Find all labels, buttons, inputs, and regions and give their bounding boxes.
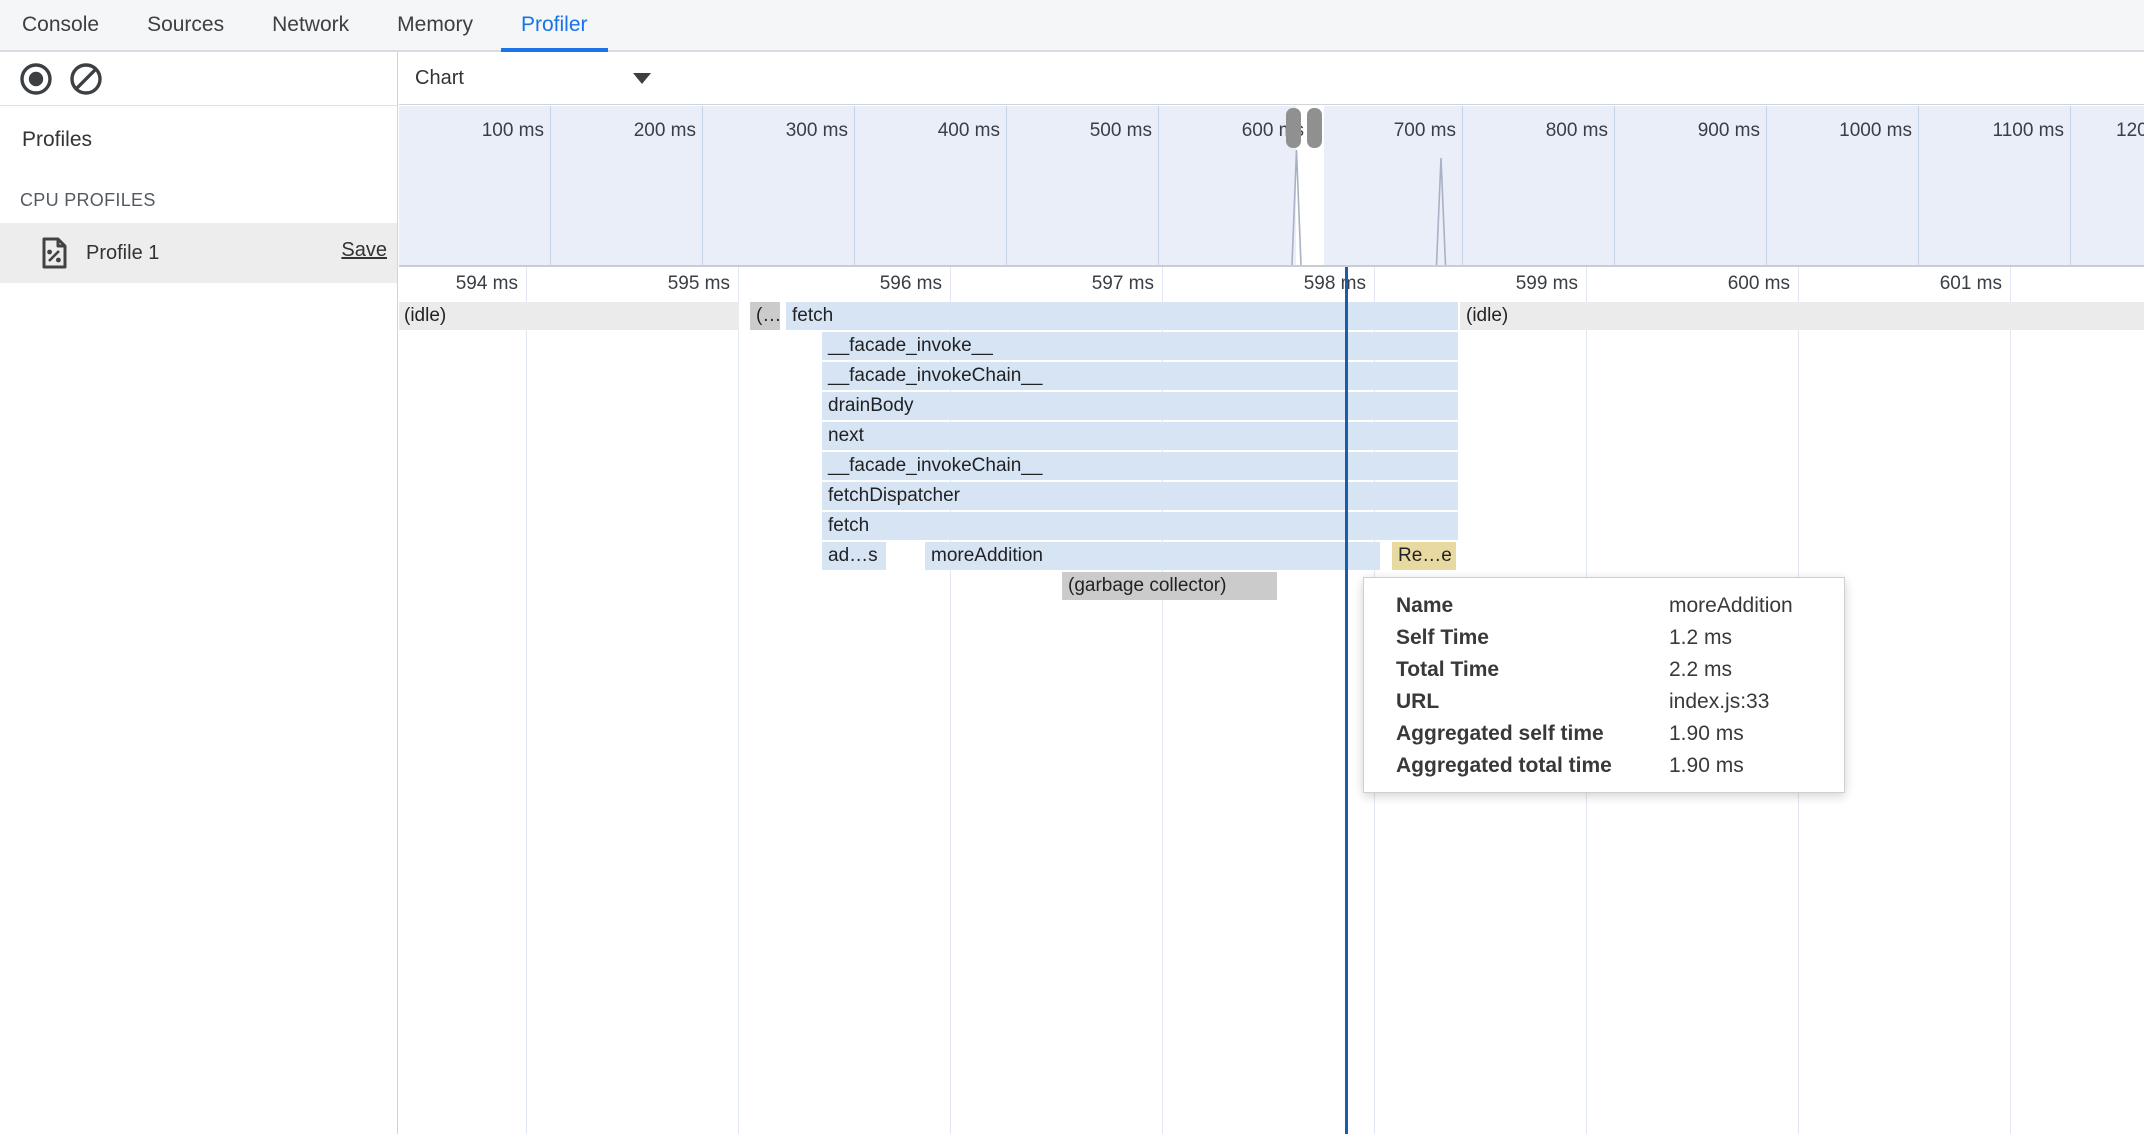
tooltip-row: Aggregated total time 1.90 ms [1396, 750, 1820, 782]
flame-bar[interactable]: next [822, 422, 1458, 450]
detail-tick-label: 596 ms [879, 273, 942, 294]
flame-bar[interactable]: ad…s [822, 542, 886, 570]
tooltip-row-label: Total Time [1396, 658, 1500, 681]
overview-tick-label: 100 ms [481, 120, 544, 141]
tooltip-row-value: 1.90 ms [1669, 754, 1744, 777]
gridline [1162, 267, 1163, 1134]
frame-tooltip: Name moreAddition Self Time 1.2 ms Total Tim… [1363, 577, 1845, 793]
right-selection-handle-icon[interactable] [1307, 108, 1322, 148]
tab-network[interactable]: Network [272, 13, 350, 36]
overview-tick-label: 1100 ms [1992, 120, 2064, 141]
gridline [550, 106, 551, 265]
tooltip-row-label: Aggregated total time [1396, 754, 1612, 777]
cpu-overview-timeline[interactable]: 100 ms 200 ms 300 ms 400 ms 500 ms 600 ms 700 … [399, 106, 2144, 268]
document-percent-icon [42, 237, 67, 269]
tooltip-row-label: Name [1396, 594, 1454, 617]
profile-name-label: Profile 1 [86, 241, 160, 264]
flame-bar[interactable]: (… [750, 302, 780, 330]
tooltip-row-label: URL [1396, 690, 1440, 713]
tooltip-row: Aggregated self time 1.90 ms [1396, 718, 1820, 750]
detail-tick-label: 597 ms [1091, 273, 1154, 294]
overview-tick-label: 700 ms [1393, 120, 1456, 141]
overview-tick-label: 200 ms [633, 120, 696, 141]
detail-tick-label: 598 ms [1303, 273, 1366, 294]
overview-tick-label: 800 ms [1545, 120, 1608, 141]
overview-tick-label: 1000 ms [1839, 120, 1912, 141]
detail-tick-label: 599 ms [1515, 273, 1578, 294]
gridline [2070, 106, 2071, 265]
gridline [1006, 106, 1007, 265]
tab-bar: Console Sources Network Memory Profiler [0, 0, 2144, 52]
profiles-sidebar: Profiles CPU PROFILES Profile 1 Save [0, 52, 398, 1134]
gridline [1766, 106, 1767, 265]
tab-sources[interactable]: Sources [147, 13, 225, 36]
tooltip-row-value: 1.90 ms [1669, 722, 1744, 745]
save-profile-link[interactable]: Save [341, 239, 387, 261]
sidebar-item-profile-1[interactable]: Profile 1 Save [0, 223, 397, 283]
tooltip-row-value: 2.2 ms [1669, 658, 1733, 681]
cpu-profiles-section-header: CPU PROFILES [20, 190, 156, 210]
tooltip-row: URL index.js:33 [1396, 686, 1820, 718]
flame-bar[interactable]: fetch [786, 302, 1458, 330]
tooltip-row-label: Self Time [1396, 626, 1489, 649]
tooltip-row-value: index.js:33 [1669, 690, 1770, 713]
clear-icon [70, 63, 102, 95]
profiles-toolbar [0, 52, 397, 106]
gridline [1614, 106, 1615, 265]
chevron-down-icon [633, 73, 651, 84]
overview-tick-label: 500 ms [1089, 120, 1152, 141]
gridline [2010, 267, 2011, 1134]
flame-bar[interactable]: drainBody [822, 392, 1458, 420]
flame-bar[interactable]: __facade_invoke__ [822, 332, 1458, 360]
gridline [702, 106, 703, 265]
flame-bar[interactable]: __facade_invokeChain__ [822, 362, 1458, 390]
flame-chart[interactable]: 594 ms 595 ms 596 ms 597 ms 598 ms 599 ms 600 … [399, 267, 2144, 1134]
tooltip-row: Name moreAddition [1396, 590, 1820, 622]
current-time-marker [1345, 267, 1348, 1134]
detail-tick-label: 594 ms [455, 273, 518, 294]
tooltip-row: Self Time 1.2 ms [1396, 622, 1820, 654]
tooltip-row-value: moreAddition [1669, 594, 1793, 617]
gridline [1462, 106, 1463, 265]
gridline [950, 267, 951, 1134]
clear-profiles-button[interactable] [68, 61, 104, 97]
overview-tick-label: 400 ms [937, 120, 1000, 141]
record-button[interactable] [18, 61, 54, 97]
flame-bar[interactable]: (garbage collector) [1062, 572, 1277, 600]
tab-console[interactable]: Console [22, 13, 100, 36]
flame-bar[interactable]: fetchDispatcher [822, 482, 1458, 510]
detail-tick-label: 595 ms [667, 273, 730, 294]
gridline [738, 267, 739, 1134]
flame-bar[interactable]: moreAddition [925, 542, 1380, 570]
flame-bar[interactable]: (idle) [399, 302, 739, 330]
view-mode-value: Chart [415, 67, 464, 89]
tab-memory[interactable]: Memory [397, 13, 473, 36]
flame-bar[interactable]: __facade_invokeChain__ [822, 452, 1458, 480]
overview-tick-label: 1200 ms [2116, 120, 2144, 141]
overview-tick-label: 900 ms [1697, 120, 1760, 141]
detail-tick-label: 600 ms [1727, 273, 1790, 294]
tooltip-row-value: 1.2 ms [1669, 626, 1733, 649]
tooltip-row: Total Time 2.2 ms [1396, 654, 1820, 686]
tooltip-row-label: Aggregated self time [1396, 722, 1604, 745]
chart-toolbar: Chart [399, 52, 2144, 105]
left-selection-handle-icon[interactable] [1286, 108, 1301, 148]
flame-bar[interactable]: fetch [822, 512, 1458, 540]
view-mode-select[interactable]: Chart [415, 52, 651, 105]
gridline [854, 106, 855, 265]
overview-tick-label: 300 ms [785, 120, 848, 141]
flame-bar[interactable]: Re…e [1392, 542, 1456, 570]
gridline [526, 267, 527, 1134]
gridline [1918, 106, 1919, 265]
record-icon [20, 63, 52, 95]
cpu-activity-graph [1291, 149, 1447, 265]
profiles-heading: Profiles [22, 128, 93, 151]
flame-bar[interactable]: (idle) [1460, 302, 2144, 330]
tab-profiler[interactable]: Profiler [500, 0, 608, 52]
detail-tick-label: 601 ms [1939, 273, 2002, 294]
gridline [1158, 106, 1159, 265]
